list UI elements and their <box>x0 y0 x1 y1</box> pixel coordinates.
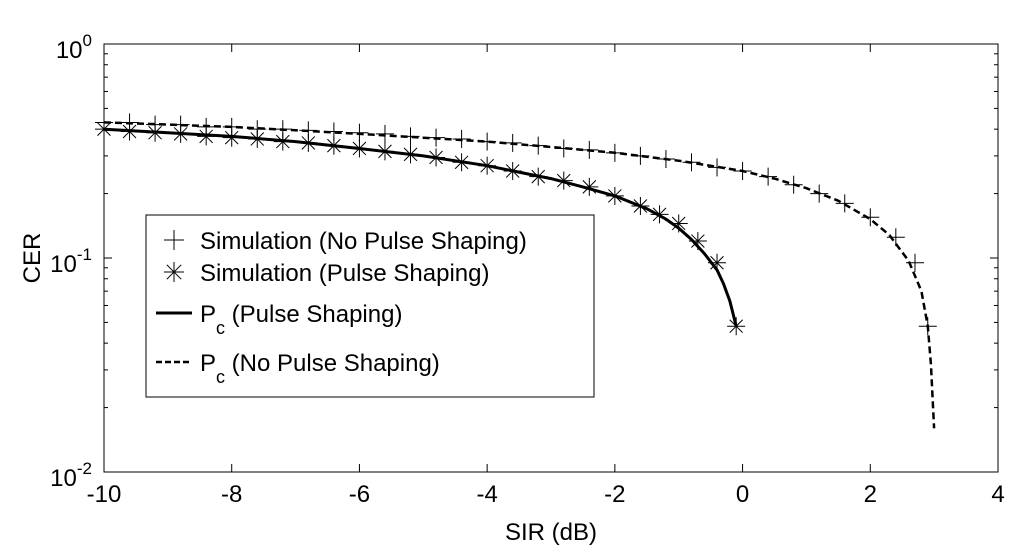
x-tick-label: -2 <box>604 481 625 508</box>
series-layer <box>95 113 937 429</box>
marker-stroke <box>582 180 597 194</box>
x-tick-label: -6 <box>349 481 370 508</box>
legend-box <box>145 214 595 398</box>
x-axis-label: SIR (dB) <box>505 519 597 546</box>
data-point-star <box>164 262 184 282</box>
y-tick-label: 10-1 <box>50 245 92 278</box>
data-point-plus <box>164 230 184 250</box>
marker-stroke <box>97 122 111 136</box>
legend-item: Simulation (Pulse Shaping) <box>164 260 490 287</box>
legend-label: Pc (No Pulse Shaping) <box>200 350 440 387</box>
series-line <box>103 127 738 327</box>
legend-label: Simulation (Pulse Shaping) <box>200 260 490 287</box>
marker-stroke <box>671 216 686 231</box>
data-point-star <box>727 317 746 336</box>
x-tick-label: 2 <box>864 481 877 508</box>
marker-stroke <box>691 234 705 248</box>
legend-items: Simulation (No Pulse Shaping) Simulation … <box>156 228 527 387</box>
marker-stroke <box>166 264 182 280</box>
series-solid <box>103 127 738 327</box>
ticks <box>103 43 999 473</box>
x-tick-label: 4 <box>991 481 1004 508</box>
legend-label: Simulation (No Pulse Shaping) <box>200 228 527 255</box>
y-tick-label: 100 <box>56 31 92 64</box>
x-tick-label: -4 <box>476 481 497 508</box>
marker-stroke <box>729 319 744 334</box>
data-point-plus <box>861 208 880 227</box>
x-tick-label: 0 <box>736 481 749 508</box>
legend-item: Pc (Pulse Shaping) <box>156 301 402 338</box>
x-tick-label: -10 <box>87 481 122 508</box>
x-tick-label: -8 <box>221 481 242 508</box>
plot-area <box>95 43 999 473</box>
legend-item: Pc (No Pulse Shaping) <box>156 350 440 387</box>
legend-label: Pc (Pulse Shaping) <box>200 301 402 338</box>
tick-labels: -10 -8 -6 -4 -2 0 2 4 100 10-1 10-2 <box>50 31 1005 508</box>
legend-item: Simulation (No Pulse Shaping) <box>164 228 527 255</box>
legend: Simulation (No Pulse Shaping) Simulation … <box>145 214 595 398</box>
series-line <box>103 121 936 429</box>
y-tick-label: 10-2 <box>50 459 92 492</box>
y-axis-label: CER <box>19 233 46 284</box>
marker-stroke <box>710 255 724 270</box>
series-dashed <box>103 121 936 429</box>
